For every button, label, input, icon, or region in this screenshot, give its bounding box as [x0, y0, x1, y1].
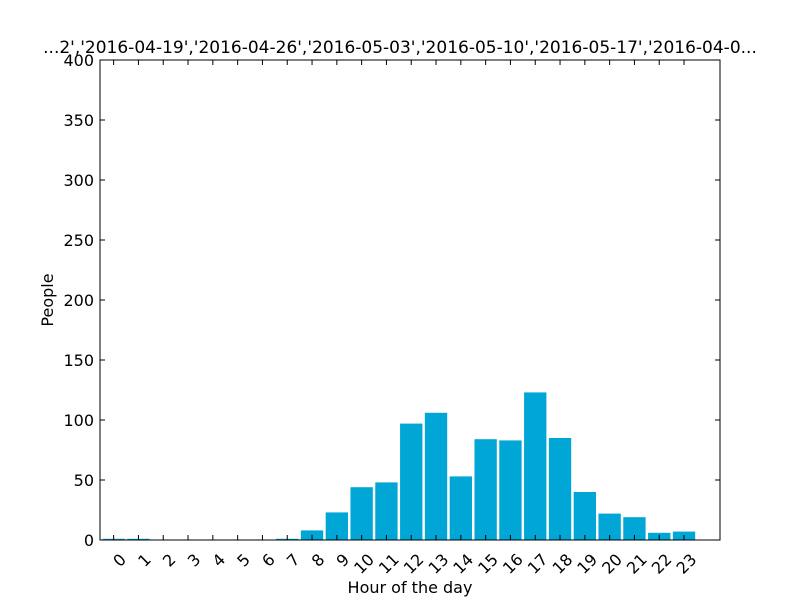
bar-hour-15	[474, 439, 497, 540]
x-tick-label: 2	[159, 550, 180, 571]
bar-hour-18	[548, 438, 572, 540]
x-tick-label: 17	[524, 550, 552, 578]
plot-frame	[99, 59, 721, 541]
bar-hour-19	[573, 492, 596, 540]
y-axis-label: People	[38, 273, 57, 326]
bar-hour-14	[449, 476, 472, 540]
x-tick-label: 4	[209, 550, 230, 571]
x-tick-label: 22	[648, 550, 676, 578]
y-tick-label: 0	[84, 531, 94, 550]
bar-hour-16	[499, 440, 522, 540]
x-tick-label: 23	[673, 550, 701, 578]
x-tick-label: 18	[549, 550, 577, 578]
x-tick-label: 0	[109, 550, 130, 571]
x-tick-label: 1	[134, 550, 155, 571]
x-tick-label: 21	[623, 550, 651, 578]
x-tick-label: 9	[333, 550, 354, 571]
bar-hour-17	[524, 392, 547, 540]
y-tick-label: 150	[63, 351, 94, 370]
x-tick-label: 5	[233, 550, 254, 571]
bar-hour-21	[623, 517, 646, 540]
x-tick-label: 3	[184, 550, 205, 571]
bar-hour-10	[350, 487, 373, 540]
x-tick-label: 6	[258, 550, 279, 571]
y-tick-label: 400	[63, 51, 94, 70]
x-tick-label: 15	[474, 550, 502, 578]
bar-hour-12	[400, 423, 423, 540]
x-tick-label: 20	[598, 550, 626, 578]
y-tick-label: 200	[63, 291, 94, 310]
x-tick-label: 8	[308, 550, 329, 571]
bar-hour-20	[598, 513, 621, 540]
y-tick-label: 50	[74, 471, 94, 490]
x-tick-label: 13	[425, 550, 453, 578]
y-tick-label: 350	[63, 111, 94, 130]
y-axis-ticks: 0 50 100 150 200 250 300 350 400	[63, 51, 720, 550]
x-tick-label: 11	[375, 550, 403, 578]
x-tick-label: 14	[449, 550, 477, 578]
bar-hour-13	[424, 412, 448, 540]
y-tick-label: 250	[63, 231, 94, 250]
chart-title: ...2','2016-04-19','2016-04-26','2016-05…	[43, 38, 757, 58]
y-tick-label: 300	[63, 171, 94, 190]
y-tick-label: 100	[63, 411, 94, 430]
bar-hour-11	[375, 482, 398, 540]
x-axis-label: Hour of the day	[348, 578, 473, 597]
bars-group	[102, 392, 696, 540]
bar-hour-9	[325, 512, 348, 540]
x-tick-label: 19	[573, 550, 601, 578]
x-tick-label: 12	[400, 550, 428, 578]
x-tick-label: 16	[499, 550, 527, 578]
x-tick-label: 10	[350, 550, 378, 578]
x-tick-label: 7	[283, 550, 304, 571]
